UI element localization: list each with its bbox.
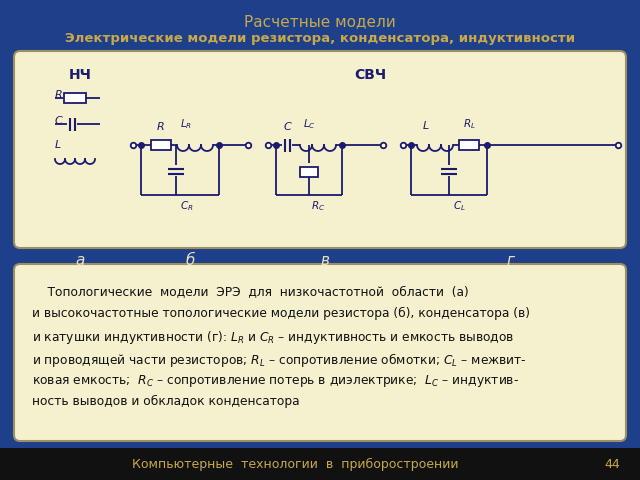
Text: $L_C$: $L_C$ [303,117,316,131]
FancyBboxPatch shape [14,51,626,248]
Text: R: R [157,122,165,132]
Text: Расчетные модели: Расчетные модели [244,14,396,29]
Text: ность выводов и обкладок конденсатора: ность выводов и обкладок конденсатора [32,395,300,408]
Text: $C_R$: $C_R$ [180,199,194,213]
Text: и проводящей части резисторов; $R_L$ – сопротивление обмотки; $C_L$ – межвит-: и проводящей части резисторов; $R_L$ – с… [32,351,527,369]
Text: R: R [55,90,63,100]
Text: Топологические  модели  ЭРЭ  для  низкочастотной  области  (а): Топологические модели ЭРЭ для низкочасто… [32,285,468,298]
Text: а: а [76,253,84,268]
Text: $R_C$: $R_C$ [311,199,325,213]
Text: Электрические модели резистора, конденсатора, индуктивности: Электрические модели резистора, конденса… [65,32,575,45]
Text: Компьютерные  технологии  в  приборостроении: Компьютерные технологии в приборостроени… [132,457,458,470]
Text: C: C [55,116,63,126]
Text: $R_L$: $R_L$ [463,117,476,131]
Text: $L_R$: $L_R$ [180,117,192,131]
Bar [151,140,171,150]
Text: и катушки индуктивности (г): $L_R$ и $C_R$ – индуктивность и емкость выводов: и катушки индуктивности (г): $L_R$ и $C_… [32,329,515,346]
Text: СВЧ: СВЧ [354,68,386,82]
Text: НЧ: НЧ [68,68,92,82]
Bar [459,140,479,150]
Bar [0,448,640,480]
Text: и высокочастотные топологические модели резистора (б), конденсатора (в): и высокочастотные топологические модели … [32,307,530,320]
Text: C: C [283,122,291,132]
Text: L: L [55,140,61,150]
Text: 44: 44 [604,457,620,470]
Bar [300,167,318,177]
FancyBboxPatch shape [14,264,626,441]
Text: $C_L$: $C_L$ [453,199,466,213]
Bar [64,93,86,103]
Text: г: г [506,253,514,268]
Text: б: б [186,253,195,268]
Text: ковая емкость;  $R_C$ – сопротивление потерь в диэлектрике;  $L_C$ – индуктив-: ковая емкость; $R_C$ – сопротивление пот… [32,373,519,389]
Text: в: в [321,253,330,268]
Text: L: L [423,121,429,131]
